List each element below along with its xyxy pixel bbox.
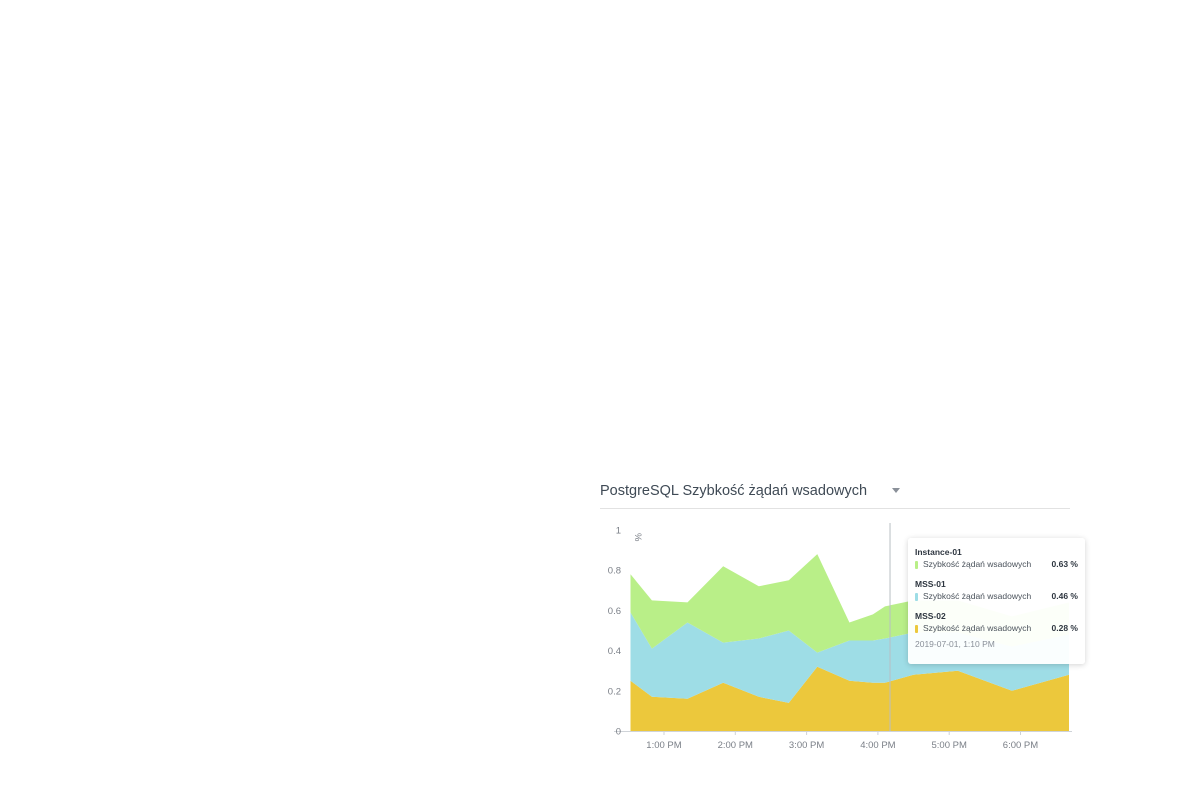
tooltip-series-name: MSS-01 bbox=[915, 579, 946, 589]
tooltip-value: 0.28 % bbox=[1051, 623, 1078, 633]
tooltip-metric: Szybkość żądań wsadowych bbox=[923, 591, 1032, 601]
y-tick-label: 0.2 bbox=[608, 686, 621, 697]
tooltip-swatch bbox=[915, 592, 918, 601]
y-axis-unit-label: % bbox=[632, 533, 643, 542]
y-tick-label: 0.6 bbox=[608, 606, 621, 617]
tooltip-group-mss-02: MSS-02 Szybkość żądań wsadowych 0.28 % bbox=[915, 610, 1078, 635]
y-tick-label: 1 bbox=[616, 526, 621, 537]
tooltip-swatch bbox=[915, 560, 918, 569]
tooltip-timestamp: 2019-07-01, 1:10 PM bbox=[915, 639, 995, 649]
y-tick-label: 0 bbox=[616, 727, 621, 738]
chart-title: PostgreSQL Szybkość żądań wsadowych bbox=[600, 483, 868, 499]
tooltip-group-mss-01: MSS-01 Szybkość żądań wsadowych 0.46 % bbox=[915, 578, 1078, 603]
y-tick-label: 0.4 bbox=[608, 646, 621, 657]
x-tick-label: 2:00 PM bbox=[718, 740, 753, 751]
x-tick-label: 3:00 PM bbox=[789, 740, 824, 751]
tooltip-value: 0.46 % bbox=[1051, 591, 1078, 601]
chart-widget: PostgreSQL Szybkość żądań wsadowych bbox=[600, 478, 1070, 768]
tooltip-series-name: MSS-02 bbox=[915, 611, 946, 621]
area-series-mss-02 bbox=[630, 666, 1069, 731]
x-tick-label: 4:00 PM bbox=[860, 740, 895, 751]
chart-tooltip: Instance-01 Szybkość żądań wsadowych 0.6… bbox=[908, 538, 1085, 664]
x-tick-label: 5:00 PM bbox=[932, 740, 967, 751]
tooltip-series-name: Instance-01 bbox=[915, 547, 962, 557]
y-tick-label: 0.8 bbox=[608, 566, 621, 577]
tooltip-group-instance-01: Instance-01 Szybkość żądań wsadowych 0.6… bbox=[915, 546, 1078, 571]
x-tick-label: 1:00 PM bbox=[646, 740, 681, 751]
widget-header: PostgreSQL Szybkość żądań wsadowych bbox=[600, 478, 1070, 509]
tooltip-metric: Szybkość żądań wsadowych bbox=[923, 559, 1032, 569]
tooltip-metric: Szybkość żądań wsadowych bbox=[923, 623, 1032, 633]
chevron-down-icon[interactable] bbox=[892, 488, 900, 493]
tooltip-swatch bbox=[915, 624, 918, 633]
tooltip-value: 0.63 % bbox=[1051, 559, 1078, 569]
x-tick-label: 6:00 PM bbox=[1003, 740, 1038, 751]
